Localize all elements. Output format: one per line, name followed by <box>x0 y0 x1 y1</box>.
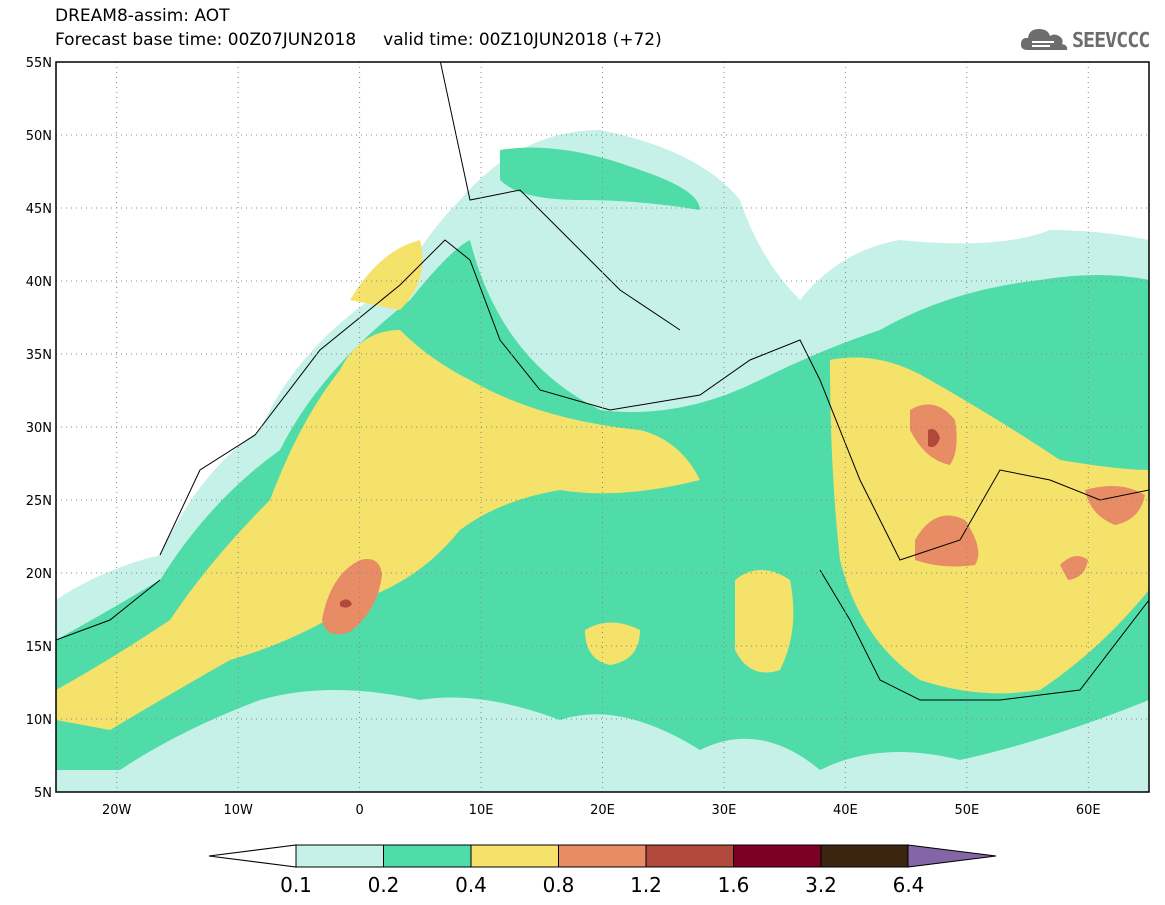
latitude-ticks: 55N 50N 45N 40N 35N 30N 25N 20N 15N 10N 5N <box>26 56 52 801</box>
lon-tick-label: 40E <box>833 803 858 818</box>
colorbar-box <box>820 844 909 868</box>
lon-tick-label: 60E <box>1076 803 1101 818</box>
lat-tick-label: 15N <box>26 640 52 655</box>
lon-tick-label: 20E <box>590 803 615 818</box>
aot-band-0.4 <box>56 240 1149 730</box>
forecast-times: Forecast base time: 00Z07JUN2018 valid t… <box>55 30 662 50</box>
map-title: DREAM8-assim: AOT <box>55 6 230 26</box>
coastlines <box>56 62 1149 701</box>
longitude-ticks: 20W 10W 0 10E 20E 30E 40E 50E 60E <box>102 803 1101 818</box>
lat-tick-label: 20N <box>26 567 52 582</box>
colorbar-box <box>383 844 472 868</box>
colorbar-box <box>558 844 647 868</box>
lat-tick-label: 35N <box>26 348 52 363</box>
aot-band-0.8 <box>322 404 1145 635</box>
lon-tick-label: 0 <box>355 803 363 818</box>
colorbar-box <box>295 844 384 868</box>
colorbar-label: 0.2 <box>367 873 400 897</box>
lon-tick-label: 30E <box>712 803 737 818</box>
colorbar-high-arrow <box>907 844 997 868</box>
colorbar-label: 3.2 <box>805 873 837 897</box>
colorbar-box <box>470 844 559 868</box>
colorbar-label: 0.8 <box>542 873 575 897</box>
colorbar-label: 1.6 <box>717 873 750 897</box>
colorbar-label: 1.2 <box>630 873 662 897</box>
lat-tick-label: 50N <box>26 129 52 144</box>
lat-tick-label: 30N <box>26 421 52 436</box>
map-frame <box>55 61 1150 793</box>
colorbar-label: 0.4 <box>455 873 487 897</box>
colorbar-boxes <box>295 844 909 868</box>
aot-band-1.2 <box>340 429 940 608</box>
lat-tick-label: 5N <box>34 786 52 801</box>
lon-tick-label: 10E <box>469 803 494 818</box>
lat-tick-label: 55N <box>26 56 52 71</box>
colorbar-label: 6.4 <box>892 873 925 897</box>
lat-tick-label: 25N <box>26 494 52 509</box>
colorbar-box <box>645 844 734 868</box>
colorbar-box <box>733 844 822 868</box>
colorbar-label: 0.1 <box>280 873 312 897</box>
lon-tick-label: 50E <box>954 803 979 818</box>
lat-tick-label: 45N <box>26 202 52 217</box>
logo-text: SEEVCCC <box>1072 28 1150 52</box>
lat-tick-label: 10N <box>26 713 52 728</box>
lon-tick-label: 20W <box>102 803 132 818</box>
colorbar-low-arrow <box>208 844 297 868</box>
cloud-icon <box>1020 29 1068 50</box>
seevccc-logo: SEEVCCC <box>1018 24 1158 56</box>
lat-tick-label: 40N <box>26 275 52 290</box>
lon-tick-label: 10W <box>223 803 253 818</box>
